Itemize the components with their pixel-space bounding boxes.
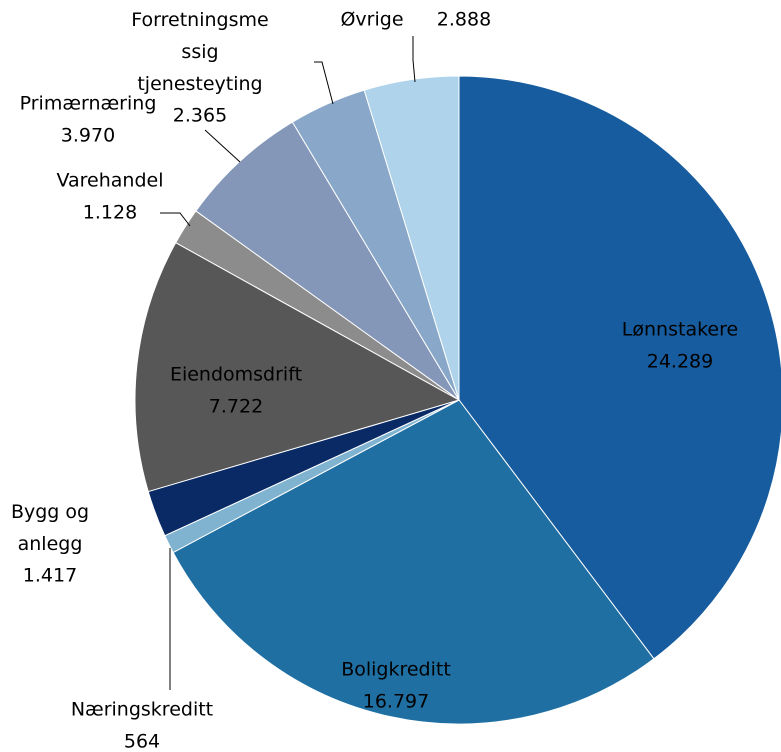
value-label: 1.417 xyxy=(23,565,77,587)
slice-label: Bygg og anlegg xyxy=(11,501,89,555)
value-label: 3.970 xyxy=(61,125,115,147)
slice-label: Primærnæring xyxy=(20,93,157,115)
value-label: 24.289 xyxy=(647,351,713,373)
slice-label: Forretningsme ssig tjenesteyting xyxy=(131,9,268,95)
slices xyxy=(134,75,781,725)
slice xyxy=(172,399,655,725)
slice-label: Boligkreditt xyxy=(341,659,451,681)
value-label: 7.722 xyxy=(209,396,263,418)
slice-label: Varehandel xyxy=(56,170,163,192)
slice-label: Lønnstakere xyxy=(622,319,738,341)
slice xyxy=(458,75,781,660)
slice-label: Eiendomsdrift xyxy=(170,364,302,386)
slice-label: Næringskreditt xyxy=(71,699,213,721)
leader-line xyxy=(412,36,416,83)
leader-line xyxy=(160,212,191,227)
value-label: 564 xyxy=(124,731,160,752)
value-label: 2.365 xyxy=(173,105,227,127)
leader-line xyxy=(314,61,334,105)
slice xyxy=(134,241,461,493)
slice xyxy=(363,75,460,401)
slice-label: Øvrige xyxy=(340,9,403,31)
leader-line xyxy=(204,129,241,163)
value-label: 1.128 xyxy=(83,202,137,224)
value-label: 2.888 xyxy=(437,9,491,31)
value-label: 16.797 xyxy=(363,691,429,713)
